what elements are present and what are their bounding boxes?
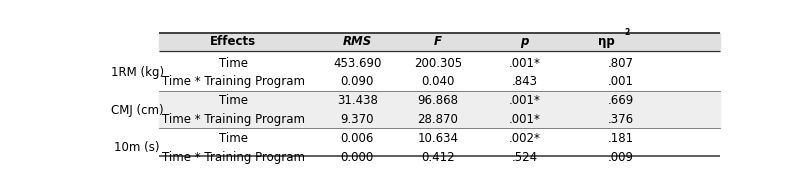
Bar (159, 91, 720, 110)
Bar (159, 73, 720, 91)
Text: p: p (521, 35, 529, 49)
Text: 0.006: 0.006 (341, 132, 374, 145)
Text: 0.090: 0.090 (341, 75, 374, 89)
Text: Time: Time (219, 94, 248, 107)
Text: 1RM (kg): 1RM (kg) (110, 66, 164, 79)
Text: 200.305: 200.305 (414, 57, 462, 70)
Text: 31.438: 31.438 (337, 94, 378, 107)
Text: 9.370: 9.370 (341, 113, 374, 126)
Bar (159, 148, 720, 167)
Text: .009: .009 (608, 151, 634, 164)
Text: Time: Time (219, 57, 248, 70)
Text: RMS: RMS (342, 35, 372, 49)
Text: .001*: .001* (509, 94, 541, 107)
Text: 96.868: 96.868 (418, 94, 458, 107)
Text: ηp: ηp (598, 35, 614, 49)
Text: .669: .669 (608, 94, 634, 107)
Text: CMJ (cm): CMJ (cm) (111, 104, 163, 117)
Text: .376: .376 (608, 113, 634, 126)
Text: Time * Training Program: Time * Training Program (162, 113, 305, 126)
Bar (159, 33, 720, 51)
Text: Time * Training Program: Time * Training Program (162, 151, 305, 164)
Text: 0.412: 0.412 (421, 151, 454, 164)
Text: .001*: .001* (509, 57, 541, 70)
Text: .002*: .002* (509, 132, 541, 145)
Text: 10.634: 10.634 (418, 132, 458, 145)
Text: .001*: .001* (509, 113, 541, 126)
Text: .181: .181 (608, 132, 634, 145)
Bar (159, 110, 720, 129)
Text: 10m (s): 10m (s) (114, 141, 160, 154)
Text: 0.000: 0.000 (341, 151, 374, 164)
Text: .001: .001 (608, 75, 634, 89)
Bar (159, 129, 720, 148)
Text: Effects: Effects (210, 35, 256, 49)
Text: 28.870: 28.870 (418, 113, 458, 126)
Bar (159, 54, 720, 73)
Text: 0.040: 0.040 (422, 75, 454, 89)
Text: Time * Training Program: Time * Training Program (162, 75, 305, 89)
Text: 2: 2 (624, 28, 629, 37)
Text: Time: Time (219, 132, 248, 145)
Text: .524: .524 (512, 151, 538, 164)
Text: 453.690: 453.690 (333, 57, 382, 70)
Text: .807: .807 (608, 57, 634, 70)
Text: F: F (434, 35, 442, 49)
Text: .843: .843 (512, 75, 538, 89)
